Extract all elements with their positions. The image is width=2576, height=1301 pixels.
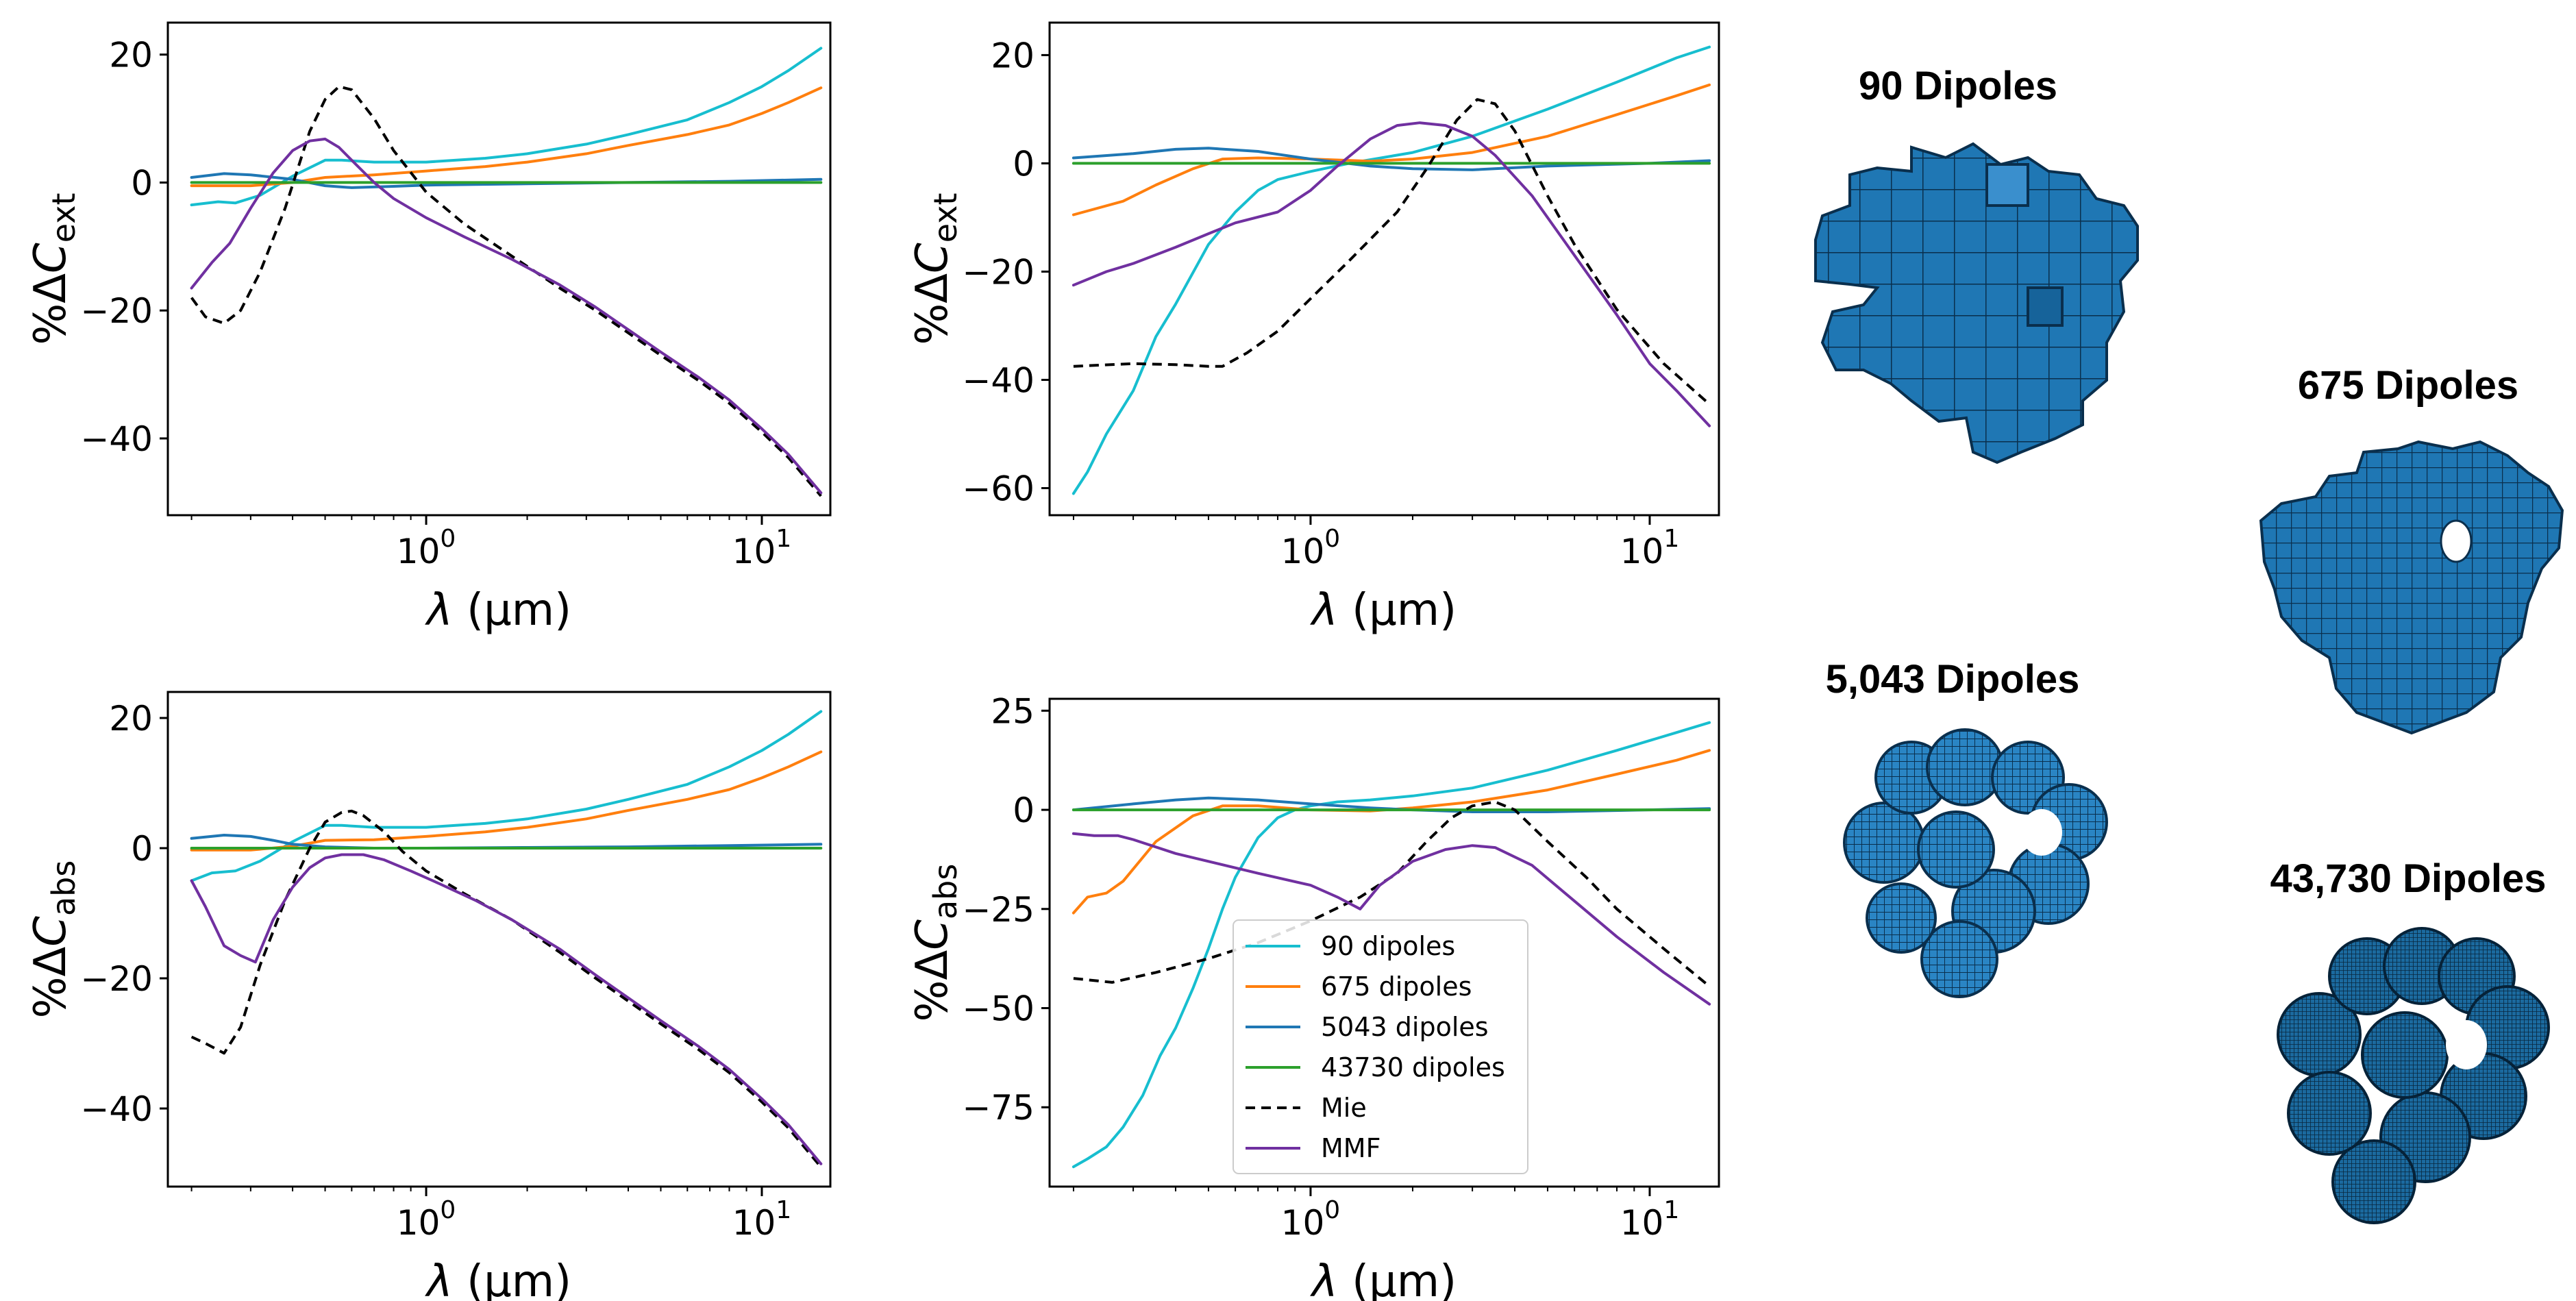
legend-label: 5043 dipoles: [1321, 1012, 1489, 1042]
y-tick-label: −40: [80, 419, 153, 459]
render-43730-dipoles: 43,730 Dipoles: [2270, 856, 2550, 1224]
y-tick-label: −25: [962, 890, 1035, 930]
series-line-mie: [190, 85, 822, 497]
y-tick-label: −40: [962, 360, 1035, 400]
y-axis-label: %ΔCabs: [907, 864, 964, 1022]
legend-frame: [1233, 919, 1528, 1174]
plot-frame: [166, 691, 832, 1188]
series-line-675-dipoles: [1072, 749, 1711, 915]
y-tick-label: 0: [1013, 144, 1035, 184]
x-axis-label: λ (μm): [1310, 585, 1457, 636]
y-tick-label: 0: [131, 163, 153, 203]
chart-ext-left: 20 0 −20 −40 100 101 λ (μm) %ΔCext: [25, 21, 832, 636]
series-line-90-dipoles: [1072, 721, 1711, 1169]
legend: 90 dipoles 675 dipoles 5043 dipoles 43730 d…: [1233, 919, 1528, 1174]
series-line-90-dipoles: [1072, 45, 1711, 495]
y-tick-label: 20: [109, 699, 153, 739]
legend-label: MMF: [1321, 1133, 1380, 1163]
legend-label: 90 dipoles: [1321, 931, 1455, 961]
legend-label: 675 dipoles: [1321, 971, 1472, 1002]
y-tick-label: −75: [962, 1088, 1035, 1128]
render-90-voxel: [1985, 163, 2029, 207]
render-90-voxel: [2027, 286, 2064, 327]
x-tick-label: 100: [1281, 525, 1341, 571]
y-axis-label: %ΔCext: [907, 193, 964, 345]
render-title-90: 90 Dipoles: [1859, 64, 2057, 108]
x-tick-label: 100: [1281, 1196, 1341, 1243]
render-90-body: [1814, 142, 2139, 464]
y-axis-label: %ΔCabs: [25, 860, 82, 1019]
y-tick-label: 20: [991, 36, 1035, 75]
render-675-dipoles: 675 Dipoles: [2259, 363, 2564, 735]
render-5043-body: [1843, 728, 2108, 998]
chart-ext-right: 20 0 −20 −40 −60 100 101 λ (μm) %ΔCext: [907, 21, 1720, 636]
series-line-5043-dipoles: [1072, 796, 1711, 813]
series-line-mie: [1073, 98, 1711, 406]
render-675-hole: [2440, 519, 2473, 563]
series-line-90-dipoles: [190, 710, 823, 882]
x-tick-label: 101: [732, 525, 792, 571]
render-title-5043: 5,043 Dipoles: [1826, 657, 2080, 702]
y-tick-label: −20: [80, 291, 153, 331]
legend-label: Mie: [1321, 1093, 1367, 1123]
x-axis-label: λ (μm): [425, 1256, 571, 1301]
series-line-mmf: [190, 137, 823, 495]
chart-abs-left: 20 0 −20 −40 100 101 λ (μm) %ΔCabs: [25, 691, 832, 1301]
x-tick-label: 101: [1620, 525, 1680, 571]
render-675-body: [2259, 440, 2564, 735]
render-title-675: 675 Dipoles: [2298, 363, 2518, 408]
y-tick-label: 0: [1013, 791, 1035, 830]
series-line-mmf: [1072, 832, 1711, 1006]
render-5043-hole: [2021, 809, 2062, 856]
y-tick-label: −60: [962, 469, 1035, 508]
series-line-mie: [190, 809, 822, 1168]
x-tick-label: 100: [397, 1196, 456, 1243]
y-tick-label: −50: [962, 989, 1035, 1029]
x-tick-label: 101: [1620, 1196, 1680, 1243]
render-5043-dipoles: 5,043 Dipoles: [1826, 657, 2108, 998]
series-line-mmf: [1072, 121, 1711, 428]
x-tick-label: 101: [732, 1196, 792, 1243]
y-tick-label: 25: [991, 691, 1035, 731]
x-tick-label: 100: [397, 525, 456, 571]
series-line-mmf: [190, 853, 823, 1165]
plot-frame: [1048, 21, 1720, 517]
y-tick-label: −20: [80, 959, 153, 999]
chart-abs-right: 25 0 −25 −50 −75 100 101 λ (μm) %ΔCabs 90 dipoles…: [907, 691, 1720, 1301]
series-line-90-dipoles: [190, 47, 823, 207]
x-axis-label: λ (μm): [425, 585, 571, 636]
y-tick-label: 0: [131, 829, 153, 869]
render-title-43730: 43,730 Dipoles: [2270, 856, 2547, 901]
render-43730-body: [2277, 927, 2550, 1224]
x-axis-label: λ (μm): [1310, 1256, 1457, 1301]
plot-frame: [1048, 697, 1720, 1188]
series-line-675-dipoles: [1072, 83, 1711, 216]
plot-frame: [166, 21, 832, 517]
render-43730-hole: [2446, 1020, 2487, 1069]
series-line-mie: [1073, 800, 1711, 988]
y-tick-label: 20: [109, 36, 153, 75]
render-90-dipoles: 90 Dipoles: [1814, 64, 2139, 464]
y-axis-label: %ΔCext: [25, 193, 82, 345]
y-tick-label: −20: [962, 252, 1035, 292]
y-tick-label: −40: [80, 1089, 153, 1129]
legend-label: 43730 dipoles: [1321, 1052, 1505, 1082]
